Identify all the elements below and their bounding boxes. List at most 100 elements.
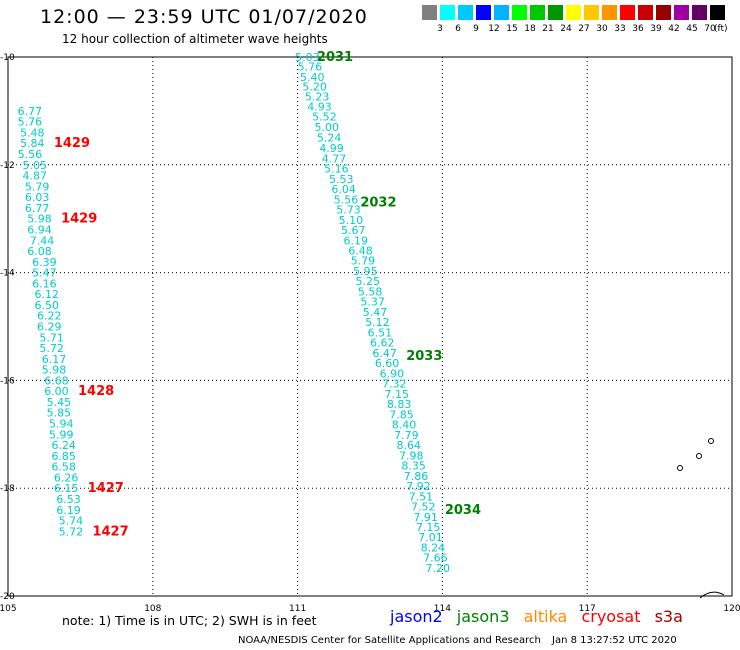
data-point-label: 6.68	[44, 374, 68, 387]
data-point-label: 6.50	[35, 299, 60, 312]
legend-label: 33	[614, 24, 626, 34]
island-shape	[696, 453, 702, 459]
x-tick-label: 120	[723, 604, 740, 614]
time-label: 1429	[61, 212, 97, 227]
legend-swatch	[584, 5, 600, 20]
data-point-label: 5.79	[351, 255, 376, 268]
legend-label: 30	[596, 24, 608, 34]
data-point-label: 8.40	[392, 419, 417, 432]
data-point-label: 5.71	[39, 331, 64, 344]
time-label: 1427	[92, 524, 128, 539]
data-point-label: 6.22	[37, 310, 62, 323]
y-tick-label: -10	[0, 53, 15, 63]
legend-swatch	[476, 5, 492, 20]
data-point-label: 5.52	[312, 110, 337, 123]
data-point-label: 6.00	[44, 385, 68, 398]
legend-swatch	[458, 5, 474, 20]
data-point-label: 5.67	[341, 224, 366, 237]
data-point-label: 5.10	[339, 214, 364, 227]
data-point-label: 6.77	[25, 202, 50, 215]
legend-label: 18	[524, 24, 536, 34]
x-tick-label: 111	[289, 604, 306, 614]
timestamp-text: Jan 8 13:27:52 UTC 2020	[552, 635, 677, 646]
data-point-label: 6.15	[54, 482, 79, 495]
island-shape	[708, 438, 714, 444]
data-point-label: 4.77	[322, 152, 347, 165]
data-point-label: 5.56	[334, 193, 359, 206]
data-point-label: 6.53	[56, 493, 80, 506]
coastline-shape	[699, 591, 725, 599]
data-point-label: 7.86	[404, 470, 429, 483]
mission-altika: altika	[523, 607, 568, 626]
time-label: 2034	[445, 503, 481, 518]
legend-swatch	[440, 5, 456, 20]
data-point-label: 5.74	[59, 515, 84, 528]
data-point-label: 4.87	[22, 170, 47, 183]
data-point-label: 7.15	[416, 521, 441, 534]
data-point-label: 7.85	[389, 408, 414, 421]
data-point-label: 5.95	[353, 265, 378, 278]
mission-jason2: jason2	[390, 607, 443, 626]
legend-swatch	[566, 5, 582, 20]
footer-note: note: 1) Time is in UTC; 2) SWH is in fe…	[62, 613, 317, 628]
y-tick-label: -20	[0, 592, 15, 602]
data-point-label: 6.58	[51, 461, 76, 474]
time-label: 2033	[406, 349, 442, 364]
data-point-label: 7.20	[426, 562, 451, 575]
data-point-label: 6.39	[32, 256, 57, 269]
time-label: 2031	[317, 50, 353, 65]
data-point-label: 5.47	[363, 306, 388, 319]
data-point-label: 6.19	[56, 504, 80, 517]
legend-swatch	[638, 5, 654, 20]
data-point-label: 8.64	[397, 439, 422, 452]
x-tick-label: 105	[0, 604, 17, 614]
chart-subtitle: 12 hour collection of altimeter wave hei…	[62, 32, 328, 46]
data-point-label: 7.98	[399, 449, 424, 462]
data-point-label: 5.16	[324, 163, 349, 176]
data-point-label: 5.72	[39, 342, 64, 355]
legend-label: 45	[686, 24, 698, 34]
data-point-label: 5.58	[358, 285, 383, 298]
data-point-label: 5.98	[27, 213, 52, 226]
legend-swatch	[494, 5, 510, 20]
data-point-label: 5.48	[20, 126, 45, 139]
data-point-label: 4.99	[319, 142, 344, 155]
data-point-label: 5.03	[295, 51, 320, 64]
legend-swatch	[710, 5, 726, 20]
data-point-label: 6.90	[380, 367, 405, 380]
legend-swatch	[656, 5, 672, 20]
data-point-label: 7.66	[423, 552, 448, 565]
mission-legend: jason2 jason3 altika cryosat s3a	[390, 607, 692, 626]
data-point-label: 6.12	[35, 288, 60, 301]
data-point-label: 7.79	[394, 429, 419, 442]
data-point-label: 7.92	[406, 480, 431, 493]
data-point-label: 5.79	[25, 180, 50, 193]
data-point-label: 5.85	[47, 407, 72, 420]
credit-text: NOAA/NESDIS Center for Satellite Applica…	[238, 635, 541, 646]
legend-label: 21	[542, 24, 554, 34]
data-point-label: 5.84	[20, 137, 45, 150]
mission-cryosat: cryosat	[581, 607, 641, 626]
data-point-label: 6.29	[37, 321, 62, 334]
legend-label: 24	[560, 24, 572, 34]
y-tick-label: -14	[0, 269, 15, 279]
data-point-label: 5.25	[356, 275, 381, 288]
time-label: 1429	[54, 136, 90, 151]
island-shape	[677, 465, 683, 471]
data-point-label: 5.56	[18, 148, 43, 161]
data-point-label: 5.47	[32, 267, 57, 280]
x-tick-label: 114	[434, 604, 451, 614]
data-point-label: 7.32	[382, 378, 407, 391]
data-point-label: 6.47	[372, 347, 397, 360]
data-point-label: 5.53	[329, 173, 354, 186]
data-point-label: 7.15	[384, 388, 409, 401]
data-point-label: 5.72	[59, 525, 84, 538]
time-label: 2032	[360, 196, 396, 211]
legend-label: 27	[578, 24, 590, 34]
legend-label: 9	[473, 24, 479, 34]
legend-label: 42	[668, 24, 680, 34]
data-point-label: 5.73	[336, 204, 361, 217]
y-tick-label: -16	[0, 376, 15, 386]
data-point-label: 5.40	[300, 71, 325, 84]
